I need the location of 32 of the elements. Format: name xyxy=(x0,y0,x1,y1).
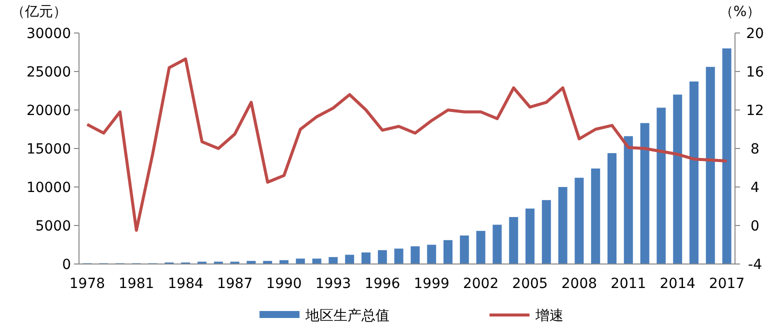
legend-label: 地区生产总值 xyxy=(304,308,390,324)
x-tick-label: 2005 xyxy=(512,276,548,292)
x-tick-label: 2014 xyxy=(660,276,696,292)
x-tick-label: 1999 xyxy=(414,276,450,292)
y2-tick-label: 20 xyxy=(746,26,764,42)
x-tick-label: 1987 xyxy=(216,276,253,292)
legend-label: 增速 xyxy=(534,308,564,324)
y-tick-label: 0 xyxy=(62,256,71,273)
x-tick-label: 1981 xyxy=(118,276,154,292)
x-tick-label: 1984 xyxy=(168,276,204,292)
x-tick-label: 2002 xyxy=(462,276,499,292)
x-tick-label: 1990 xyxy=(266,276,302,292)
y-tick-label: 5000 xyxy=(35,218,71,234)
y2-tick-label: 12 xyxy=(746,102,764,119)
y-tick-label: 10000 xyxy=(26,180,71,196)
y-tick-label: 20000 xyxy=(26,102,71,119)
x-tick-label: 2008 xyxy=(561,276,598,292)
y2-axis-title: （%） xyxy=(719,4,761,20)
y2-tick-label: 4 xyxy=(750,180,760,196)
y-axis-title: （亿元） xyxy=(11,4,67,20)
y2-tick-label: 8 xyxy=(750,141,760,158)
x-tick-label: 1978 xyxy=(69,276,106,292)
y2-tick-label: 0 xyxy=(750,218,760,234)
x-tick-label: 2011 xyxy=(610,276,646,292)
y-tick-label: 15000 xyxy=(26,141,71,158)
y2-tick-label: -4 xyxy=(748,256,762,273)
x-tick-label: 1996 xyxy=(364,276,400,292)
y2-tick-label: 16 xyxy=(746,64,764,80)
y-tick-label: 30000 xyxy=(26,26,71,42)
y-tick-label: 25000 xyxy=(26,64,71,80)
x-tick-label: 2017 xyxy=(708,276,745,292)
x-tick-label: 1993 xyxy=(315,276,352,292)
